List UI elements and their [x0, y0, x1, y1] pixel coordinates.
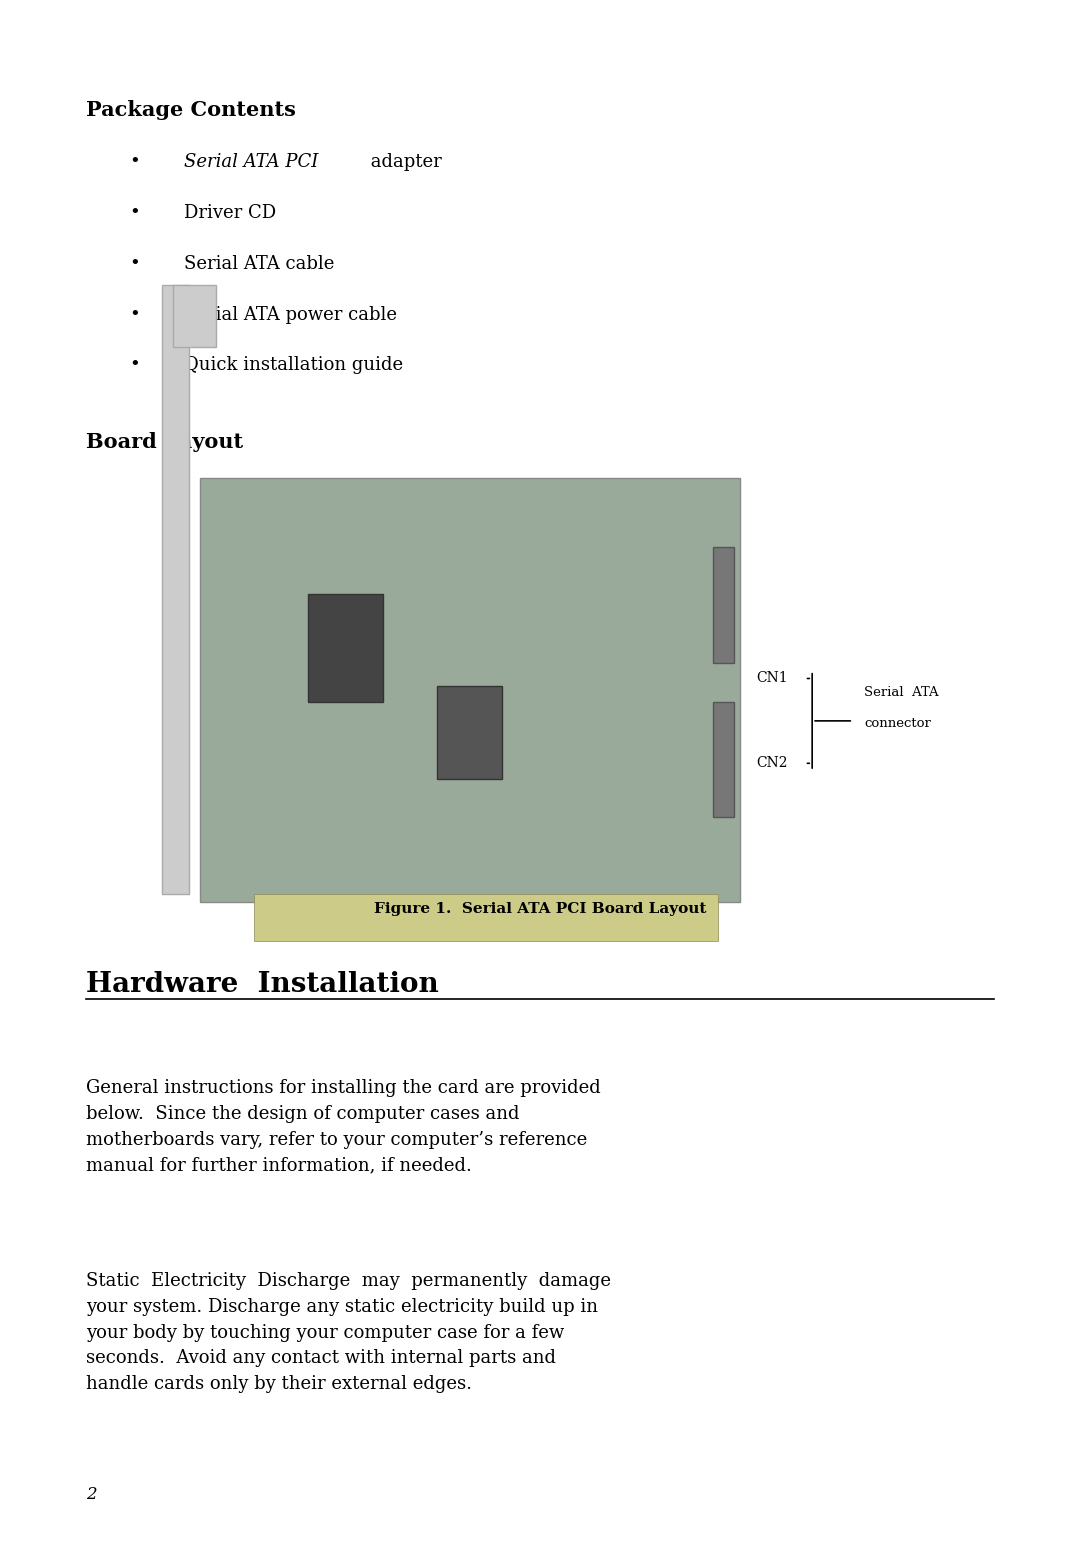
Text: CN2: CN2 [756, 756, 787, 771]
Text: Serial ATA cable: Serial ATA cable [184, 254, 334, 273]
Text: General instructions for installing the card are provided
below.  Since the desi: General instructions for installing the … [86, 1079, 602, 1175]
FancyBboxPatch shape [437, 686, 502, 779]
Text: •: • [130, 254, 140, 273]
Text: Serial ATA PCI: Serial ATA PCI [184, 153, 318, 171]
Text: Package Contents: Package Contents [86, 100, 296, 120]
Text: Static  Electricity  Discharge  may  permanently  damage
your system. Discharge : Static Electricity Discharge may permane… [86, 1272, 611, 1392]
Text: connector: connector [864, 717, 931, 729]
Text: Serial  ATA: Serial ATA [864, 686, 939, 699]
Text: •: • [130, 204, 140, 222]
Text: Figure 1.  Serial ATA PCI Board Layout: Figure 1. Serial ATA PCI Board Layout [374, 902, 706, 916]
Text: •: • [130, 305, 140, 324]
Text: Quick installation guide: Quick installation guide [184, 356, 403, 375]
FancyBboxPatch shape [200, 478, 740, 902]
Text: Serial ATA power cable: Serial ATA power cable [184, 305, 396, 324]
Text: Board Layout: Board Layout [86, 432, 243, 452]
Text: •: • [130, 356, 140, 375]
Text: Driver CD: Driver CD [184, 204, 275, 222]
Text: •: • [130, 153, 140, 171]
FancyBboxPatch shape [713, 547, 734, 663]
FancyBboxPatch shape [308, 594, 383, 702]
Text: CN1: CN1 [756, 671, 787, 686]
FancyBboxPatch shape [162, 285, 189, 894]
Text: 2: 2 [86, 1486, 97, 1503]
Text: Hardware  Installation: Hardware Installation [86, 971, 440, 999]
FancyBboxPatch shape [254, 894, 718, 941]
Text: adapter: adapter [365, 153, 442, 171]
FancyBboxPatch shape [173, 285, 216, 347]
FancyBboxPatch shape [713, 702, 734, 817]
